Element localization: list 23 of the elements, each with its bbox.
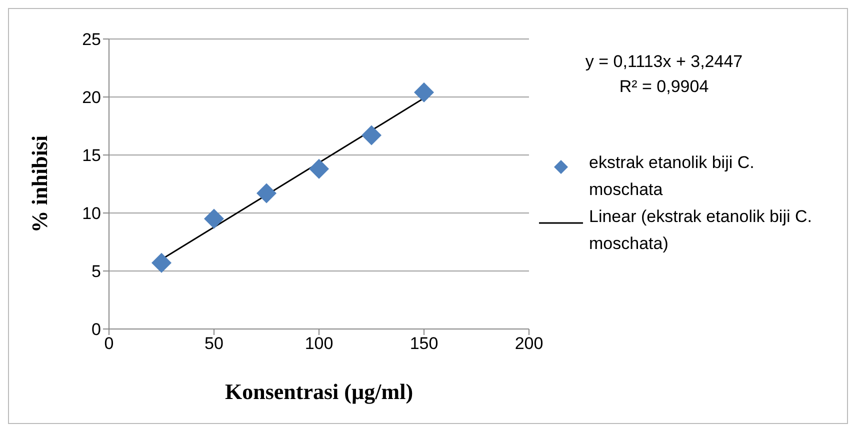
y-tick-label: 5 <box>92 262 101 282</box>
legend-label: Linear (ekstrak etanolik biji C. moschata) <box>589 206 813 255</box>
x-tick-label: 100 <box>304 334 334 354</box>
text: y = 0,1113x + 3,2447 <box>584 51 744 73</box>
y-tick-label: 25 <box>82 30 101 50</box>
x-axis-title: Konsentrasi (µg/ml) <box>224 379 414 404</box>
y-tick-label: 20 <box>82 88 101 108</box>
y-tick-label: 0 <box>92 320 101 340</box>
x-tick-label: 200 <box>514 334 544 354</box>
point <box>309 158 329 179</box>
legend-label: ekstrak etanolik biji C. moschata <box>589 152 756 201</box>
point <box>414 82 434 102</box>
x-tick-label: 150 <box>410 334 438 354</box>
y-tick-label: 15 <box>82 146 101 166</box>
point <box>256 183 276 204</box>
x-tick-label: 0 <box>104 334 114 354</box>
x-tick-label: 50 <box>204 334 224 354</box>
point <box>362 125 382 146</box>
text: R² = 0,9904 <box>618 76 710 98</box>
y-axis-title: % inhibisi <box>26 135 52 233</box>
point <box>152 252 172 273</box>
y-tick-label: 10 <box>82 204 101 224</box>
point <box>204 208 224 229</box>
